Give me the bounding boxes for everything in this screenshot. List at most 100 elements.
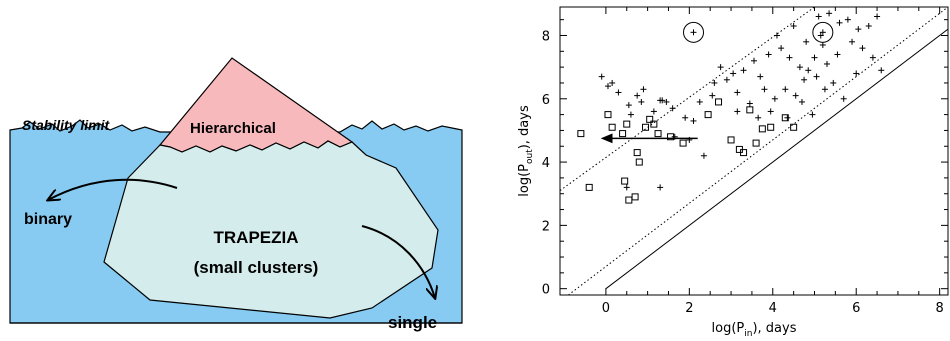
plus-marker [767,108,774,115]
plus-marker [840,95,847,102]
plus-marker [786,54,793,61]
plus-marker [711,79,718,86]
reference-lines [560,7,948,295]
plus-marker [844,16,851,23]
square-marker [608,123,616,131]
y-tick-label: 2 [542,219,550,234]
square-marker [752,139,760,147]
plus-marker [709,92,716,99]
plot-frame [559,6,949,296]
plus-marker [803,38,810,45]
plus-marker [623,184,630,191]
plus-marker [640,86,647,93]
plus-marker [740,67,747,74]
plus-marker [836,19,843,26]
square-marker [619,130,627,138]
plus-marker [657,184,664,191]
plus-marker [878,67,885,74]
y-axis-label: log(Pout), days [517,105,535,197]
plus-marker [730,70,737,77]
iceberg-body [103,140,439,319]
square-marker [631,193,639,201]
y-tick-label: 6 [542,93,550,108]
plus-marker [778,45,785,52]
square-marker [585,183,593,191]
square-marker [642,123,650,131]
iceberg-diagram: Stability limit Hierarchical binary TRAP… [9,57,463,332]
plus-marker [604,83,611,90]
square-marker [740,149,748,157]
dotted-boundary-line [568,7,948,295]
plus-marker [696,98,703,105]
square-marker [625,196,633,204]
plus-marker [723,76,730,83]
plus-marker [859,45,866,52]
x-tick-label: 0 [602,301,610,316]
trapezia-subtitle: (small clusters) [194,258,319,277]
highlight-circle [812,21,834,43]
plus-marker [765,51,772,58]
x-tick-label: 8 [936,301,944,316]
square-marker [758,125,766,133]
square-marker [790,123,798,131]
plus-marker [826,10,833,17]
square-marker [667,133,675,141]
plus-marker [784,114,791,121]
plus-marker [761,86,768,93]
square-marker [646,115,654,123]
y-tick-label: 8 [542,29,550,44]
plus-marker [690,29,697,36]
square-marker [767,123,775,131]
plus-marker [849,38,856,45]
plus-marker [773,32,780,39]
plus-marker [805,67,812,74]
x-tick-label: 4 [769,301,777,316]
square-marker [633,149,641,157]
square-marker [577,130,585,138]
plus-marker [757,73,764,80]
square-marker [715,98,723,106]
plus-marker [782,86,789,93]
square-marker [621,177,629,185]
plus-marker [796,64,803,71]
y-tick-label: 4 [542,156,550,171]
period-scatter-plot: 0 2 4 6 8 0 2 4 6 8 log(Pin), days log(Pout), da… [517,6,949,339]
plus-marker [874,13,881,20]
plus-marker [811,54,818,61]
plus-marker [865,22,872,29]
plus-marker [869,54,876,61]
square-marker [635,158,643,166]
plus-marker [650,108,657,115]
square-marker [604,111,612,119]
annotations [600,21,834,144]
plus-marker [751,57,757,64]
plus-marker [638,98,645,105]
square-marker [727,136,735,144]
plus-marker [598,73,605,80]
square-marker [679,139,687,147]
x-tick-label: 6 [852,301,860,316]
plus-marker [853,70,860,77]
plus-marker [815,13,822,20]
plus-marker [830,79,837,86]
square-marker [654,130,662,138]
x-axis-ticks: 0 2 4 6 8 [602,7,944,316]
iceberg-tip [158,57,354,153]
square-marker [704,111,712,119]
plus-marker [821,86,828,93]
plus-marker [682,114,689,121]
data-markers [577,10,885,204]
trapezia-title: TRAPEZIA [214,228,299,247]
square-marker [746,106,754,114]
plus-marker [771,95,778,102]
plus-marker [824,60,831,67]
binary-arrow [48,178,178,200]
plus-marker [813,73,820,80]
plus-marker [669,105,676,112]
stability-limit-label: Stability limit [22,117,110,133]
plus-marker [809,111,816,118]
plus-marker [746,100,753,107]
plus-marker [790,22,797,29]
single-label: single [388,313,437,332]
plus-marker [690,117,697,124]
